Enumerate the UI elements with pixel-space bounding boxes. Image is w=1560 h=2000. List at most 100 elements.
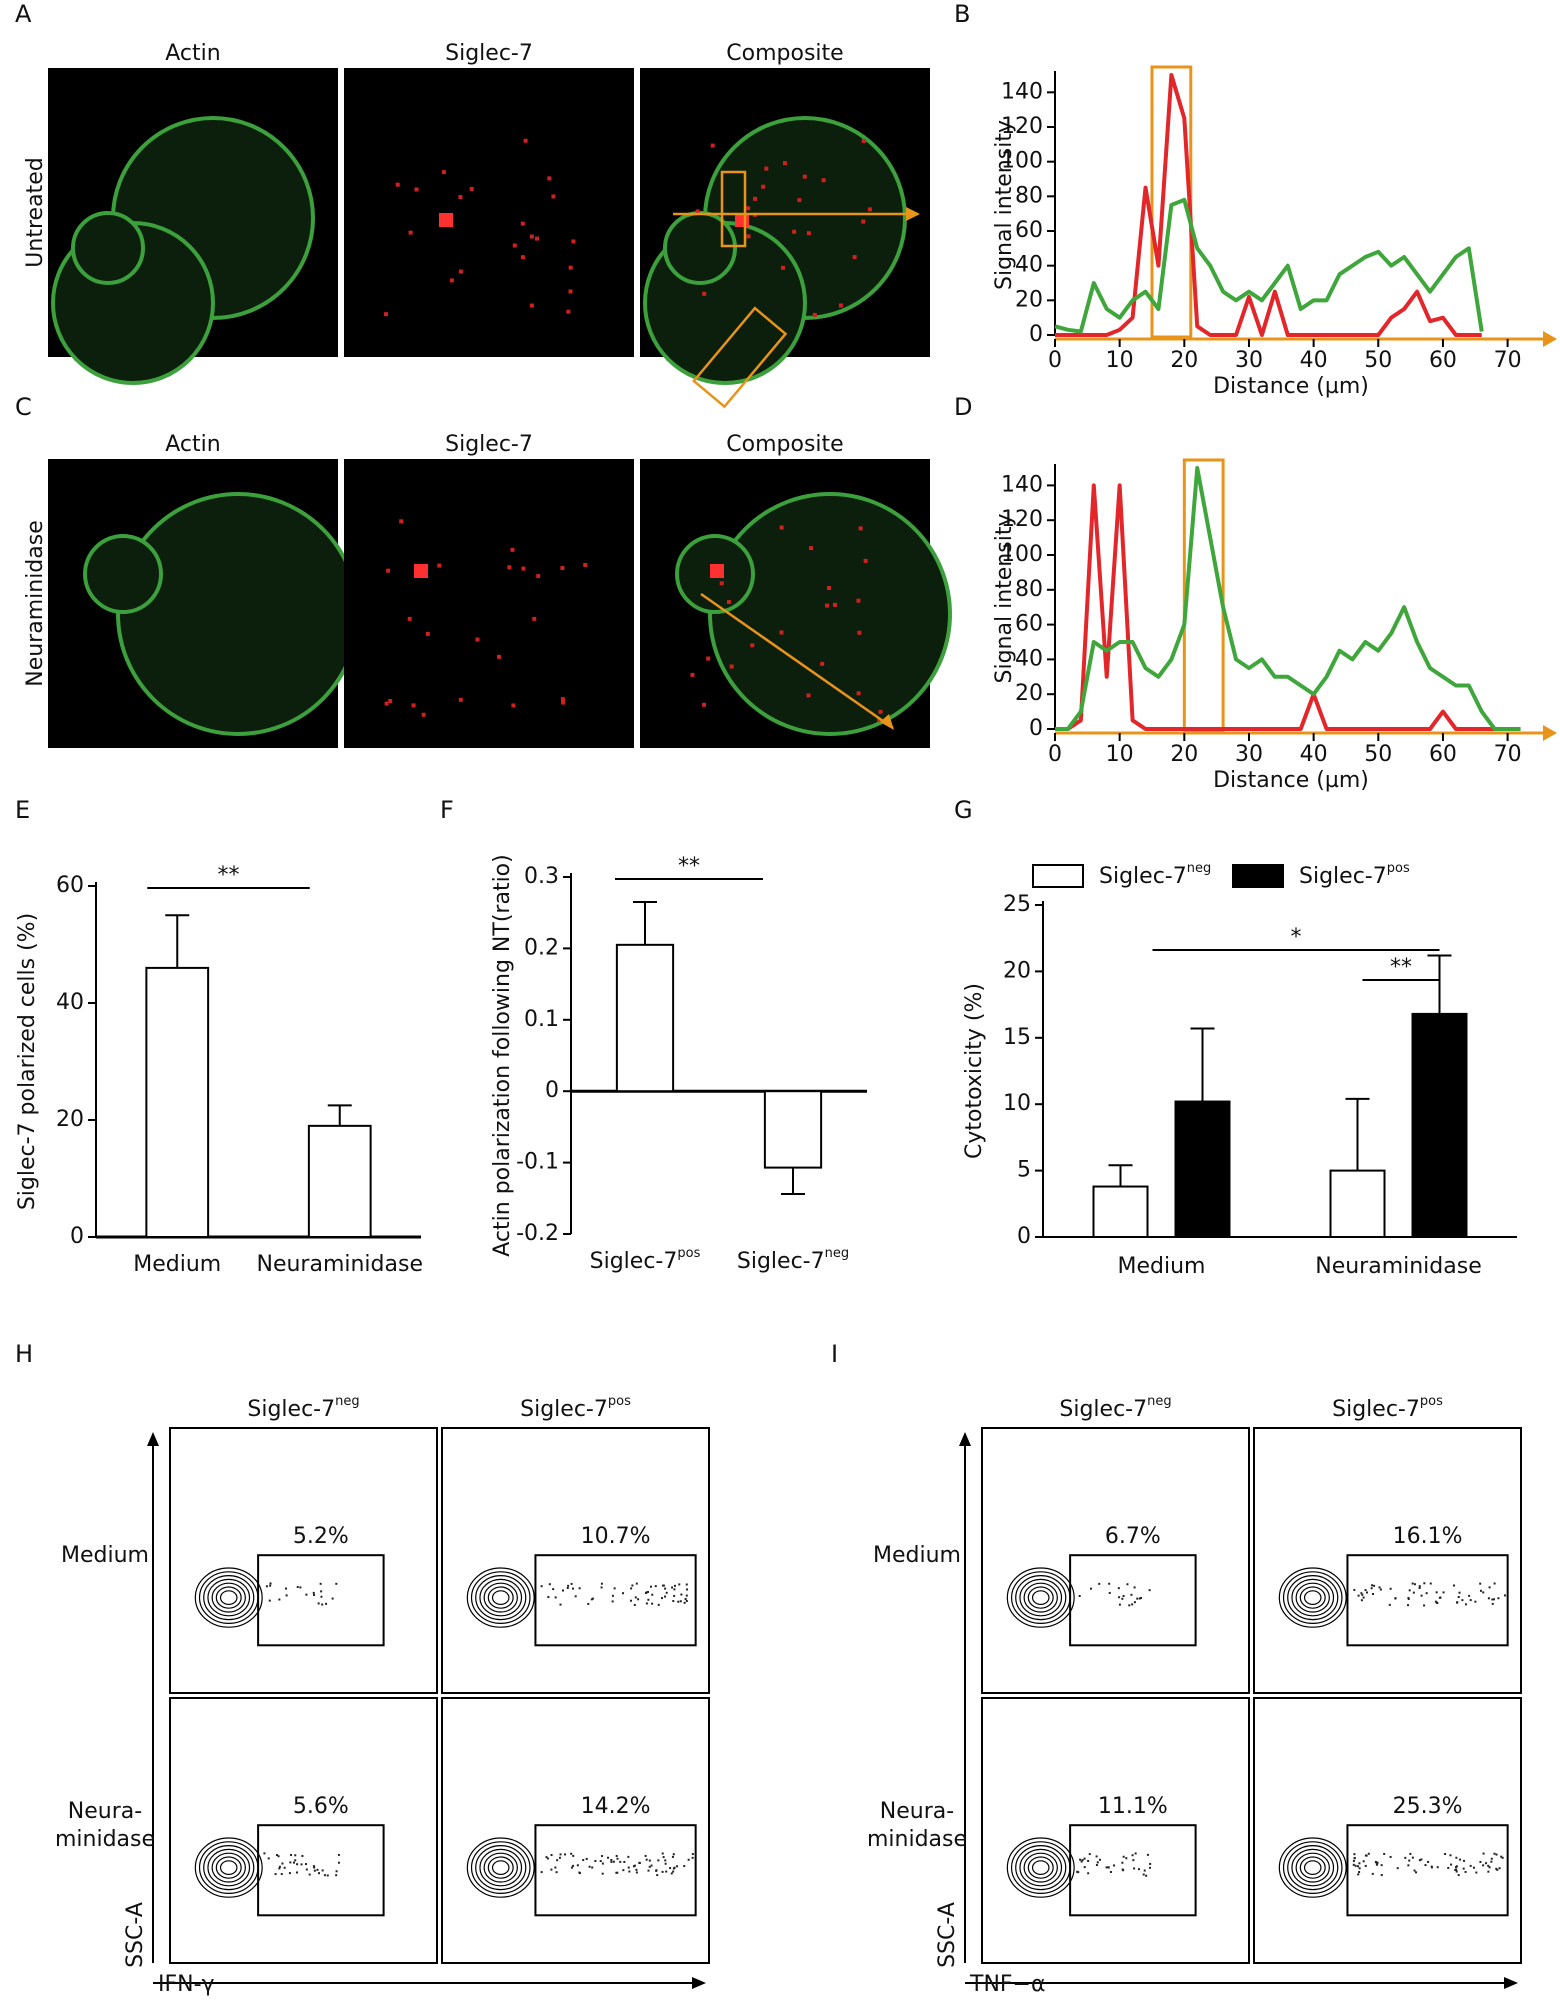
red-dot [560, 697, 565, 702]
event-dot [1447, 1866, 1450, 1869]
plot-box [169, 1427, 438, 1694]
event-dot [1109, 1870, 1112, 1873]
event-dot [545, 1856, 548, 1859]
event-dot [1090, 1587, 1093, 1590]
gate [1346, 1824, 1509, 1917]
y-tick-label: 10 [1003, 1091, 1031, 1116]
significance-label: ** [678, 854, 700, 879]
event-dot [635, 1868, 638, 1871]
event-dot [627, 1866, 630, 1869]
event-dot [1133, 1867, 1136, 1870]
arrowhead [959, 1432, 971, 1446]
event-dot [1479, 1860, 1482, 1863]
bar [1329, 1169, 1386, 1238]
event-dot [308, 1873, 311, 1876]
x-tick-label: 40 [1300, 742, 1328, 767]
event-dot [1493, 1852, 1496, 1855]
panel-letter: B [954, 0, 970, 28]
event-dot [611, 1600, 614, 1603]
event-dot [671, 1855, 674, 1858]
event-dot [1362, 1596, 1365, 1599]
event-dot [1379, 1588, 1382, 1591]
event-dot [1420, 1594, 1423, 1597]
event-dot [1142, 1873, 1145, 1876]
event-dot [268, 1599, 271, 1602]
red-dot [583, 563, 588, 568]
red-dot [695, 209, 700, 214]
event-dot [269, 1582, 272, 1585]
event-dot [1501, 1856, 1504, 1859]
event-dot [1429, 1582, 1432, 1585]
event-dot [578, 1872, 581, 1875]
event-dot [1077, 1871, 1080, 1874]
contour [1303, 1590, 1322, 1605]
contour [203, 1574, 255, 1621]
event-dot [1146, 1853, 1149, 1856]
x-tick-label: 0 [1048, 742, 1062, 767]
event-dot [651, 1593, 654, 1596]
contour [1023, 1582, 1058, 1613]
event-dot [673, 1594, 676, 1597]
red-dot [719, 581, 724, 586]
event-dot [567, 1584, 570, 1587]
event-dot [305, 1593, 308, 1596]
event-dot [588, 1865, 591, 1868]
red-dot [458, 195, 463, 200]
event-dot [570, 1866, 573, 1869]
column-header-base: Siglec-7 [247, 1397, 335, 1422]
event-dot [1474, 1600, 1477, 1603]
row-label: Neura- [68, 1799, 142, 1824]
contour [491, 1590, 510, 1605]
event-dot [1495, 1853, 1498, 1856]
event-dot [1365, 1591, 1368, 1594]
red-dot [407, 616, 412, 621]
gate-percent: 10.7% [581, 1524, 651, 1549]
event-dot [1388, 1603, 1391, 1606]
contour [1287, 1574, 1339, 1621]
column-header-sup: neg [1147, 1394, 1172, 1409]
event-dot [296, 1863, 299, 1866]
gate [534, 1554, 697, 1647]
event-dot [654, 1585, 657, 1588]
event-dot [1108, 1582, 1111, 1585]
event-dot [561, 1589, 564, 1592]
event-dot [1079, 1858, 1082, 1861]
plot-box [981, 1427, 1250, 1694]
event-dot [296, 1585, 299, 1588]
event-dot [599, 1860, 602, 1863]
event-dot [1464, 1603, 1467, 1606]
event-dot [1500, 1855, 1503, 1858]
event-dot [1087, 1872, 1090, 1875]
event-dot [671, 1586, 674, 1589]
event-dot [1430, 1865, 1433, 1868]
event-dot [687, 1858, 690, 1861]
event-dot [1420, 1858, 1423, 1861]
y-tick-label: 60 [56, 873, 84, 898]
event-dot [559, 1603, 562, 1606]
event-dot [1357, 1873, 1360, 1876]
arrowhead [906, 207, 920, 221]
red-dot [690, 672, 695, 677]
event-dot [1427, 1860, 1430, 1863]
event-dot [660, 1597, 663, 1600]
event-dot [685, 1583, 688, 1586]
event-dot [1371, 1584, 1374, 1587]
y-tick-label: 140 [1001, 79, 1043, 104]
event-dot [1131, 1854, 1134, 1857]
column-title: Composite [726, 41, 843, 66]
event-dot [1411, 1582, 1414, 1585]
event-dot [1490, 1857, 1493, 1860]
event-dot [1413, 1583, 1416, 1586]
contour [1295, 1852, 1330, 1883]
event-dot [320, 1590, 323, 1593]
event-dot [1408, 1859, 1411, 1862]
event-dot [312, 1591, 315, 1594]
event-dot [1487, 1870, 1490, 1873]
event-dot [627, 1855, 630, 1858]
y-tick-label: -0.2 [516, 1221, 559, 1246]
red-dot [826, 586, 831, 591]
panel-letter: F [440, 796, 454, 824]
y-tick-label: 5 [1017, 1158, 1031, 1183]
contour [1006, 1567, 1075, 1628]
contour [1027, 1586, 1054, 1609]
